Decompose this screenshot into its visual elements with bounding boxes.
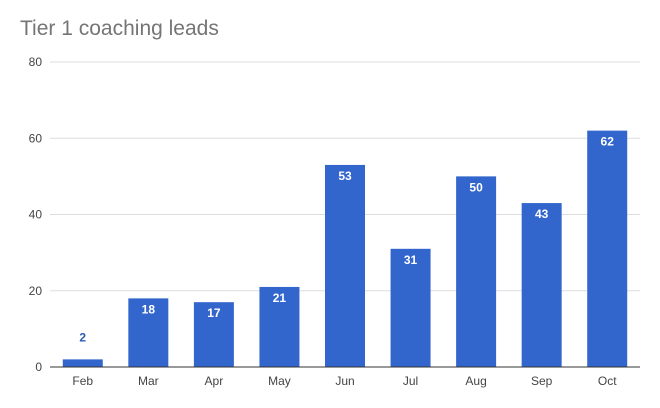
- x-tick-label-jun: Jun: [335, 374, 354, 388]
- y-axis-ticks: 0 20 40 60 80: [29, 55, 43, 374]
- bars: 2 18 17 21 53 31 50 43 62: [62, 130, 628, 367]
- data-label-oct: 62: [601, 135, 615, 149]
- bar-oct: [587, 130, 628, 367]
- x-tick-label-aug: Aug: [465, 374, 486, 388]
- x-tick-label-jul: Jul: [403, 374, 418, 388]
- x-tick-label-feb: Feb: [72, 374, 93, 388]
- data-label-feb: 2: [79, 330, 86, 344]
- data-label-jun: 53: [338, 169, 352, 183]
- bar-jul: [390, 248, 431, 367]
- data-label-apr: 17: [207, 306, 221, 320]
- bar-apr: [193, 302, 234, 367]
- y-tick-label: 0: [35, 360, 42, 374]
- x-tick-label-may: May: [268, 374, 291, 388]
- data-label-mar: 18: [142, 302, 156, 316]
- bar-sep: [521, 203, 562, 367]
- data-label-sep: 43: [535, 207, 549, 221]
- bar-mar: [128, 298, 169, 367]
- data-label-jul: 31: [404, 253, 418, 267]
- y-tick-label: 40: [29, 208, 43, 222]
- x-tick-label-sep: Sep: [531, 374, 553, 388]
- data-label-may: 21: [273, 291, 287, 305]
- y-tick-label: 80: [29, 55, 43, 69]
- x-tick-label-oct: Oct: [598, 374, 617, 388]
- bar-feb: [62, 359, 103, 367]
- bar-may: [259, 286, 300, 367]
- x-tick-label-mar: Mar: [138, 374, 159, 388]
- bar-aug: [456, 176, 497, 367]
- x-tick-label-apr: Apr: [205, 374, 224, 388]
- chart-title: Tier 1 coaching leads: [20, 17, 219, 40]
- y-tick-label: 20: [29, 284, 43, 298]
- y-tick-label: 60: [29, 131, 43, 145]
- data-label-aug: 50: [469, 180, 483, 194]
- bar-jun: [325, 164, 365, 367]
- x-axis-ticks: Feb Mar Apr May Jun Jul Aug Sep Oct: [72, 374, 617, 388]
